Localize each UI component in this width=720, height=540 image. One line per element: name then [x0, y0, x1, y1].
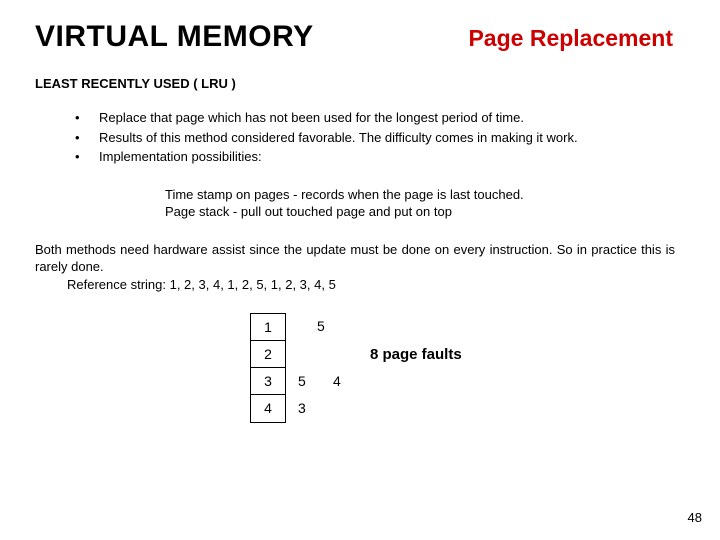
section-heading: LEAST RECENTLY USED ( LRU ) — [35, 76, 685, 91]
bullet-item: • Results of this method considered favo… — [75, 129, 675, 147]
bullet-marker: • — [75, 129, 99, 147]
sub-list: Time stamp on pages - records when the p… — [35, 186, 685, 221]
extra-number: 5 — [298, 373, 306, 389]
extra-number: 3 — [298, 400, 306, 416]
subtitle: Page Replacement — [468, 25, 673, 52]
bullet-list: • Replace that page which has not been u… — [35, 109, 685, 166]
bullet-item: • Replace that page which has not been u… — [75, 109, 675, 127]
page-number: 48 — [688, 510, 702, 525]
header-row: VIRTUAL MEMORY Page Replacement — [35, 20, 685, 54]
bullet-marker: • — [75, 148, 99, 166]
bullet-text: Replace that page which has not been use… — [99, 109, 524, 127]
reference-string: Reference string: 1, 2, 3, 4, 1, 2, 5, 1… — [35, 276, 675, 294]
frame-cell: 1 — [251, 314, 285, 341]
main-title: VIRTUAL MEMORY — [35, 20, 314, 54]
sub-item: Time stamp on pages - records when the p… — [165, 186, 645, 204]
bullet-text: Implementation possibilities: — [99, 148, 262, 166]
frames-table: 1 2 3 4 — [250, 313, 286, 423]
bullet-marker: • — [75, 109, 99, 127]
extra-number: 4 — [333, 373, 341, 389]
frame-cell: 4 — [251, 395, 285, 422]
bullet-item: • Implementation possibilities: — [75, 148, 675, 166]
frame-cell: 3 — [251, 368, 285, 395]
slide: VIRTUAL MEMORY Page Replacement LEAST RE… — [0, 0, 720, 540]
sub-item: Page stack - pull out touched page and p… — [165, 203, 645, 221]
paragraph-line: Both methods need hardware assist since … — [35, 241, 675, 276]
frame-cell: 2 — [251, 341, 285, 368]
frames-area: 1 2 3 4 8 page faults 5543 — [35, 313, 685, 443]
paragraph: Both methods need hardware assist since … — [35, 241, 685, 294]
bullet-text: Results of this method considered favora… — [99, 129, 578, 147]
faults-label: 8 page faults — [370, 346, 462, 363]
extra-number: 5 — [317, 318, 325, 334]
